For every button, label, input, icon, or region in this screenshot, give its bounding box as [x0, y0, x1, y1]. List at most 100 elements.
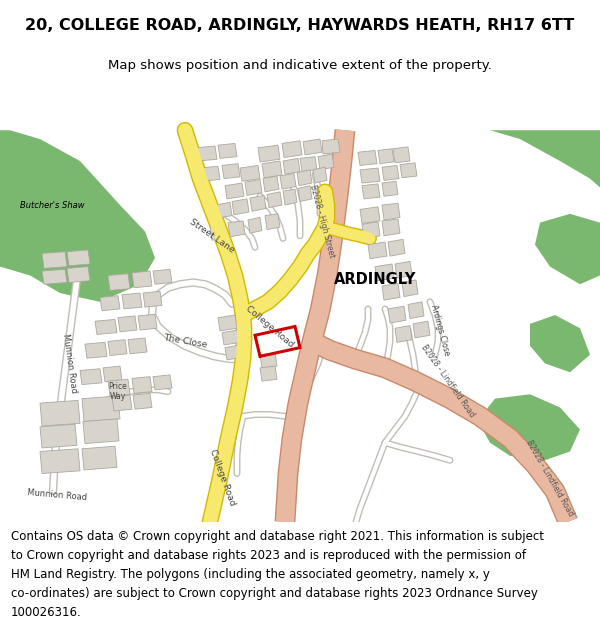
Text: Street Lane: Street Lane — [188, 217, 236, 254]
Polygon shape — [382, 166, 399, 181]
Polygon shape — [395, 326, 412, 342]
Polygon shape — [313, 168, 327, 183]
Polygon shape — [40, 424, 77, 448]
Text: ARDINGLY: ARDINGLY — [334, 272, 416, 288]
Polygon shape — [368, 242, 387, 259]
Text: College Road: College Road — [208, 448, 236, 508]
Polygon shape — [297, 170, 312, 186]
Polygon shape — [535, 214, 600, 284]
Polygon shape — [222, 330, 240, 345]
Polygon shape — [362, 222, 380, 239]
Text: B2028 - Lindfield Road: B2028 - Lindfield Road — [524, 438, 575, 518]
Polygon shape — [108, 340, 127, 356]
Polygon shape — [258, 145, 280, 162]
Text: Butcher's Shaw: Butcher's Shaw — [20, 201, 85, 209]
Polygon shape — [395, 261, 412, 278]
Polygon shape — [362, 184, 380, 199]
Polygon shape — [82, 396, 120, 421]
Polygon shape — [222, 164, 240, 179]
Polygon shape — [82, 446, 117, 470]
Polygon shape — [95, 319, 117, 334]
Polygon shape — [218, 315, 237, 331]
Polygon shape — [262, 161, 282, 177]
Text: The Close: The Close — [163, 333, 208, 350]
Polygon shape — [195, 146, 217, 161]
Polygon shape — [300, 157, 317, 172]
Text: Munnion Road: Munnion Road — [61, 333, 79, 394]
Polygon shape — [85, 342, 107, 358]
Polygon shape — [83, 419, 119, 444]
Polygon shape — [132, 377, 152, 393]
Text: co-ordinates) are subject to Crown copyright and database rights 2023 Ordnance S: co-ordinates) are subject to Crown copyr… — [11, 588, 538, 601]
Polygon shape — [232, 199, 249, 215]
Polygon shape — [360, 207, 380, 224]
Text: Contains OS data © Crown copyright and database right 2021. This information is : Contains OS data © Crown copyright and d… — [11, 530, 544, 543]
Polygon shape — [240, 166, 260, 181]
Polygon shape — [378, 149, 394, 164]
Polygon shape — [382, 219, 400, 236]
Polygon shape — [322, 139, 340, 154]
Polygon shape — [108, 274, 130, 291]
Polygon shape — [382, 181, 398, 196]
Polygon shape — [153, 269, 172, 284]
Polygon shape — [530, 315, 590, 372]
Polygon shape — [210, 224, 227, 240]
Text: Map shows position and indicative extent of the property.: Map shows position and indicative extent… — [108, 59, 492, 72]
Text: Ardings Close: Ardings Close — [429, 304, 451, 356]
Polygon shape — [260, 353, 277, 368]
Polygon shape — [298, 186, 312, 201]
Polygon shape — [283, 158, 300, 174]
Polygon shape — [408, 302, 424, 319]
Polygon shape — [360, 168, 380, 183]
Polygon shape — [400, 162, 417, 177]
Polygon shape — [118, 316, 137, 332]
Polygon shape — [358, 151, 377, 166]
Polygon shape — [122, 293, 142, 309]
Polygon shape — [393, 147, 410, 162]
Polygon shape — [382, 203, 400, 220]
Polygon shape — [143, 291, 162, 307]
Text: Price
Way: Price Way — [109, 382, 127, 401]
Polygon shape — [42, 252, 67, 268]
Text: Munnion Road: Munnion Road — [27, 488, 87, 502]
Polygon shape — [402, 280, 418, 297]
Polygon shape — [267, 192, 282, 208]
Text: B2028 - High Street: B2028 - High Street — [308, 183, 336, 258]
Polygon shape — [80, 369, 102, 384]
Polygon shape — [480, 394, 580, 460]
Polygon shape — [490, 130, 600, 188]
Polygon shape — [388, 306, 406, 323]
Polygon shape — [375, 264, 394, 281]
Polygon shape — [245, 179, 262, 196]
Polygon shape — [225, 183, 244, 199]
Polygon shape — [265, 214, 280, 229]
Polygon shape — [112, 395, 132, 411]
Polygon shape — [263, 176, 279, 192]
Polygon shape — [215, 202, 232, 218]
Polygon shape — [318, 154, 334, 170]
Text: B2028 - Lindfield Road: B2028 - Lindfield Road — [419, 343, 476, 419]
Text: 100026316.: 100026316. — [11, 606, 82, 619]
Polygon shape — [280, 173, 296, 189]
Polygon shape — [67, 267, 90, 282]
Polygon shape — [260, 366, 277, 381]
Polygon shape — [225, 345, 242, 360]
Polygon shape — [133, 393, 152, 409]
Polygon shape — [132, 271, 152, 288]
Polygon shape — [108, 379, 130, 396]
Polygon shape — [128, 338, 147, 354]
Polygon shape — [283, 189, 297, 205]
Polygon shape — [413, 321, 430, 338]
Text: to Crown copyright and database rights 2023 and is reproduced with the permissio: to Crown copyright and database rights 2… — [11, 549, 526, 562]
Polygon shape — [40, 449, 80, 474]
Polygon shape — [218, 143, 237, 158]
Polygon shape — [0, 130, 155, 302]
Polygon shape — [40, 401, 80, 426]
Text: HM Land Registry. The polygons (including the associated geometry, namely x, y: HM Land Registry. The polygons (includin… — [11, 568, 490, 581]
Polygon shape — [303, 139, 322, 155]
Polygon shape — [42, 269, 67, 284]
Polygon shape — [153, 375, 172, 390]
Polygon shape — [100, 296, 120, 311]
Polygon shape — [198, 166, 220, 181]
Polygon shape — [138, 314, 157, 330]
